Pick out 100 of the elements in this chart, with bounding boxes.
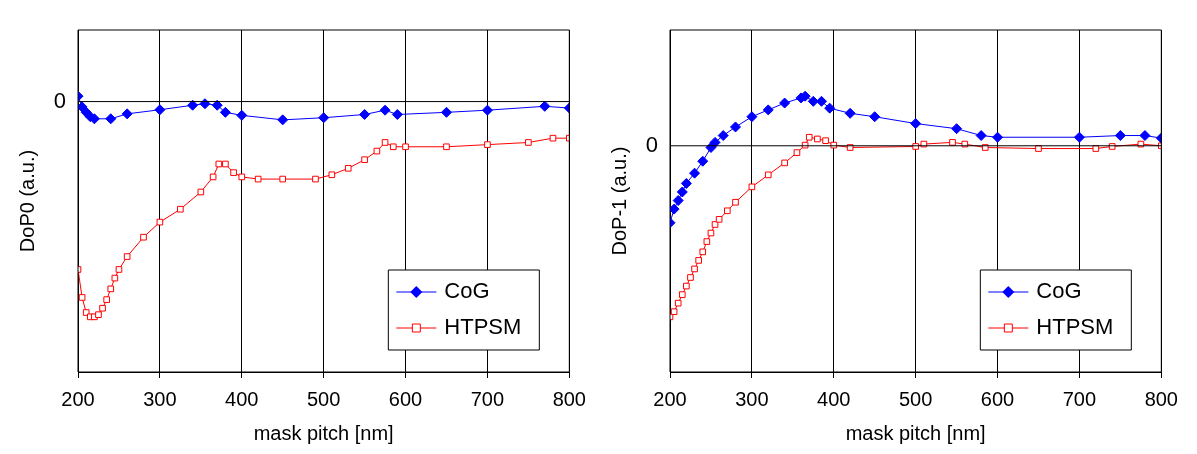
x-tick-label: 300 [143, 387, 177, 410]
legend-label: HTPSM [444, 314, 522, 340]
x-tick-label: 200 [61, 387, 95, 410]
point [672, 195, 684, 207]
point [361, 156, 368, 164]
point [732, 198, 739, 206]
point [344, 164, 352, 172]
point [951, 123, 963, 135]
y-axis-title: DoP0 (a.u.) [15, 149, 38, 253]
point [279, 175, 287, 183]
point [121, 108, 133, 120]
point [115, 266, 123, 273]
x-tick-label: 400 [225, 387, 259, 410]
point [254, 175, 262, 183]
ref-line-label: 0 [53, 87, 66, 113]
x-axis-title: mask pitch [nm] [253, 421, 394, 444]
x-tick-label: 600 [980, 387, 1015, 410]
point [318, 112, 330, 124]
point [373, 147, 381, 155]
point [123, 253, 131, 260]
point [230, 169, 237, 176]
x-tick-label: 200 [653, 387, 687, 410]
point [699, 248, 707, 256]
point [484, 141, 491, 148]
point [844, 107, 856, 119]
x-tick-label: 800 [1144, 387, 1178, 410]
x-tick-label: 500 [306, 387, 341, 410]
point [197, 188, 205, 196]
point [695, 257, 702, 264]
point [99, 304, 106, 312]
point [670, 203, 680, 215]
ref-line-label: 0 [645, 131, 658, 157]
point [730, 121, 742, 133]
point [683, 282, 690, 290]
point [678, 291, 686, 298]
point [440, 106, 452, 118]
point [676, 186, 688, 198]
point [481, 104, 493, 116]
point [328, 171, 336, 179]
point [764, 171, 772, 179]
point [140, 233, 147, 241]
point [779, 97, 791, 109]
point [78, 294, 86, 301]
x-tick-label: 400 [817, 387, 851, 410]
legend-label: HTPSM [1036, 314, 1114, 340]
point [103, 296, 110, 303]
point [238, 173, 246, 181]
point [379, 104, 391, 116]
legend-label: CoG [444, 278, 490, 304]
point [687, 274, 694, 281]
point [703, 238, 711, 245]
point [715, 216, 723, 223]
x-tick-label: 600 [388, 387, 423, 410]
point [95, 311, 102, 319]
point [807, 95, 819, 107]
y-axis-title: DoP-1 (a.u.) [607, 146, 630, 256]
point [156, 218, 164, 226]
point [691, 265, 698, 273]
point [992, 131, 1004, 143]
point [443, 143, 450, 151]
point [975, 130, 987, 142]
x-tick-label: 500 [898, 387, 933, 410]
point [670, 308, 678, 316]
point [236, 109, 248, 121]
point [717, 130, 729, 142]
x-tick-label: 700 [470, 387, 505, 410]
point [1092, 145, 1100, 152]
point [723, 207, 731, 215]
point [277, 114, 289, 126]
point [187, 99, 199, 111]
point [154, 104, 166, 116]
point [525, 139, 532, 146]
point [1114, 130, 1126, 142]
point [1035, 145, 1042, 152]
point [105, 113, 117, 125]
point [1073, 131, 1085, 143]
point [211, 99, 223, 111]
point [549, 134, 557, 142]
point [910, 118, 922, 130]
point [222, 160, 229, 168]
point [402, 143, 409, 151]
point [793, 149, 801, 156]
x-axis-title: mask pitch [nm] [845, 421, 986, 444]
point [949, 139, 956, 146]
point [199, 98, 211, 110]
point [748, 183, 756, 191]
point [805, 133, 813, 141]
point [177, 205, 184, 213]
x-tick-label: 800 [552, 387, 586, 410]
point [389, 143, 397, 151]
point [689, 167, 701, 179]
point [215, 160, 223, 168]
point [824, 102, 836, 114]
point [312, 175, 319, 183]
point [674, 299, 682, 307]
x-tick-label: 300 [735, 387, 769, 410]
point [814, 135, 821, 143]
point [781, 159, 788, 167]
point [381, 139, 389, 146]
point [869, 111, 881, 123]
